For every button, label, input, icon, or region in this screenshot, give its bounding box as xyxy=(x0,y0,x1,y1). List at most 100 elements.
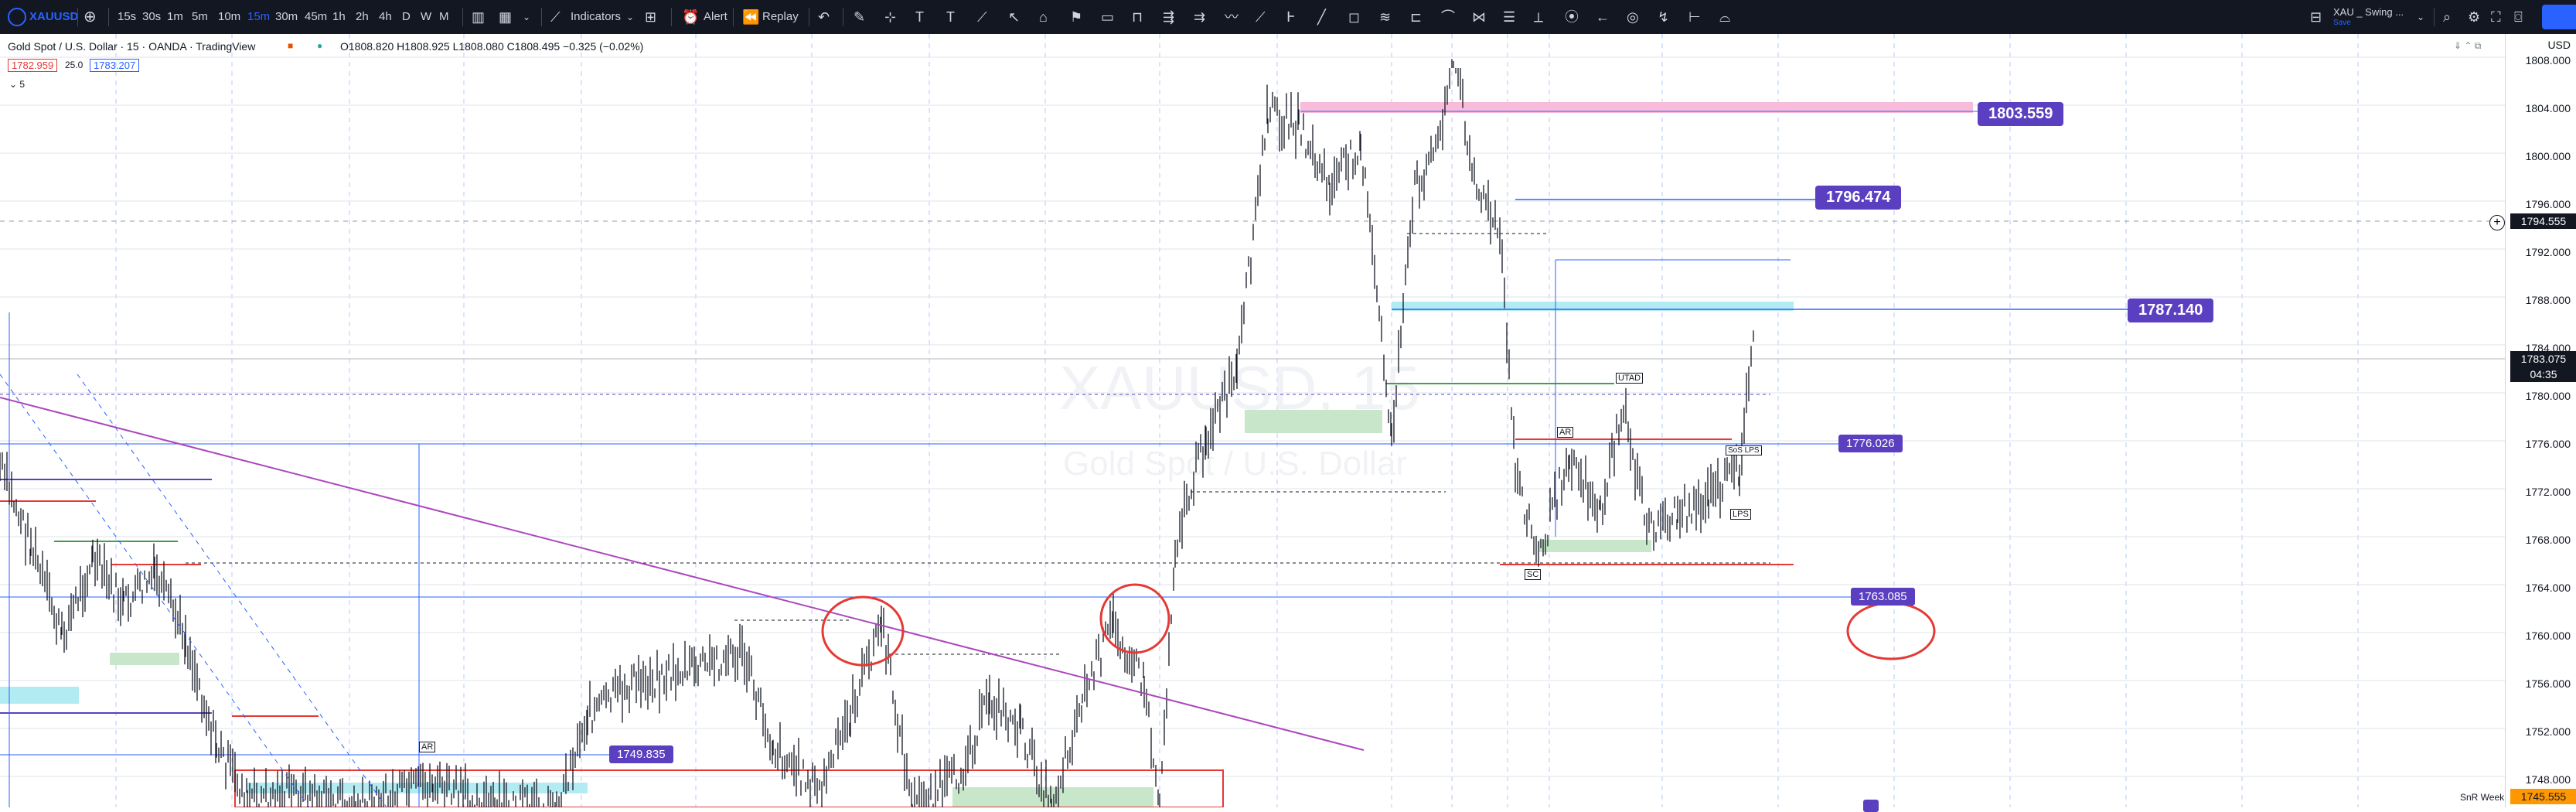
drawing-tool-cross-icon[interactable]: ⊹ xyxy=(884,9,897,25)
ohlc-values: O1808.820 H1808.925 L1808.080 C1808.495 … xyxy=(340,40,644,53)
level-badge-1803[interactable]: 1803.559 xyxy=(1978,102,2064,126)
alarm-clock-icon: ⏰ xyxy=(682,9,700,25)
interval-2h[interactable]: 2h xyxy=(356,10,369,23)
bar-style-dropdown-icon[interactable]: ▦ xyxy=(499,9,513,25)
drawing-tool-fork-icon[interactable]: ⋈ xyxy=(1472,9,1486,25)
drawing-tool-text-icon[interactable]: T xyxy=(915,9,924,25)
alert-button[interactable]: Alert xyxy=(704,10,727,23)
currency-label[interactable]: USD xyxy=(2547,39,2571,51)
price-tick: 1796.000 xyxy=(2525,198,2571,210)
undo-icon[interactable]: ↶ xyxy=(818,9,830,25)
chart-pane[interactable]: XAUUSD, 15 Gold Spot / U.S. Dollar Gold … xyxy=(0,34,2505,812)
red-circle-marker xyxy=(1099,583,1170,654)
interval-15s[interactable]: 15s xyxy=(118,10,137,23)
bottom-price-tag: 1745.555 xyxy=(2510,789,2576,804)
ask-price-button[interactable]: 1783.207 xyxy=(90,59,140,72)
level-badge-1776[interactable]: 1776.026 xyxy=(1838,435,1903,452)
drawing-tool-circle-icon[interactable]: ⦿ xyxy=(1565,9,1579,25)
level-badge-1749[interactable]: 1749.835 xyxy=(609,745,673,763)
level-badge-1796[interactable]: 1796.474 xyxy=(1815,186,1902,210)
price-tick: 1748.000 xyxy=(2525,773,2571,786)
chevron-down-icon[interactable]: ⌄ xyxy=(2417,12,2425,22)
drawing-tool-flag-icon[interactable]: ⚑ xyxy=(1070,9,1083,25)
interval-30s[interactable]: 30s xyxy=(142,10,162,23)
drawing-tool-measure-icon[interactable]: ⟂ xyxy=(1534,9,1544,25)
chevron-down-icon[interactable]: ⌄ xyxy=(626,12,635,22)
sos-label: SoS LPS xyxy=(1726,445,1762,455)
drawing-tool-ray-icon[interactable]: ⟋ xyxy=(1256,9,1266,25)
drawing-tool-gann-icon[interactable]: Ͱ xyxy=(1286,9,1296,25)
symbol-search-button[interactable]: XAUUSD xyxy=(29,10,79,23)
drawing-tool-pattern-icon[interactable]: ≋ xyxy=(1379,9,1392,25)
drawing-tool-price-label-icon[interactable]: ⌂ xyxy=(1039,9,1048,25)
drawing-tool-lock-icon[interactable]: ⊢ xyxy=(1688,9,1701,25)
interval-5m[interactable]: 5m xyxy=(192,10,208,23)
layout-name-button[interactable]: XAU _ Swing ... xyxy=(2333,6,2404,18)
publish-button[interactable] xyxy=(2542,5,2576,29)
layout-icon[interactable]: ⊟ xyxy=(2310,9,2322,25)
drawing-tool-brush-alt-icon[interactable]: ⌓ xyxy=(1719,9,1731,25)
interval-1h[interactable]: 1h xyxy=(332,10,346,23)
drawing-tool-rectangle-icon[interactable]: ◻ xyxy=(1348,9,1360,25)
drawing-tool-arrow-icon[interactable]: ↖ xyxy=(1008,9,1021,25)
layout-save-label[interactable]: Save xyxy=(2333,19,2351,27)
price-tick: 1776.000 xyxy=(2525,438,2571,450)
drawing-tool-fib-icon[interactable]: ⇉ xyxy=(1194,9,1206,25)
level-badge-1763[interactable]: 1763.085 xyxy=(1851,588,1915,606)
replay-button[interactable]: Replay xyxy=(762,10,799,23)
status-dot-icon: ● xyxy=(317,40,323,51)
interval-1m[interactable]: 1m xyxy=(167,10,183,23)
bar-style-icon[interactable]: ▥ xyxy=(472,9,486,25)
drawing-tool-brush-icon[interactable]: ✎ xyxy=(854,9,866,25)
drawing-tool-channel-icon[interactable]: ⇶ xyxy=(1163,9,1175,25)
chart-canvas[interactable]: XAUUSD, 15 Gold Spot / U.S. Dollar xyxy=(0,34,2505,807)
indicator-count-button[interactable]: ⌄ 5 xyxy=(9,79,26,90)
price-tick: 1760.000 xyxy=(2525,629,2571,642)
toolbar-divider xyxy=(77,8,78,26)
interval-45m[interactable]: 45m xyxy=(305,10,328,23)
camera-icon[interactable]: ⌼ xyxy=(2514,9,2523,25)
drawing-tool-magnet-icon[interactable]: ↯ xyxy=(1658,9,1670,25)
bid-price-button[interactable]: 1782.959 xyxy=(8,59,58,72)
compare-plus-icon[interactable]: ⊕ xyxy=(83,9,97,26)
price-tick: 1752.000 xyxy=(2525,725,2571,738)
symbol-title[interactable]: Gold Spot / U.S. Dollar · 15 · OANDA · T… xyxy=(8,40,256,53)
drawing-tool-callout-icon[interactable]: ▭ xyxy=(1101,9,1115,25)
drawing-tool-ruler-icon[interactable]: ⊓ xyxy=(1132,9,1143,25)
price-axis[interactable]: USD 1808.000 1804.000 1800.000 1796.000 1792… xyxy=(2505,34,2576,807)
last-price-tag: 1783.075 xyxy=(2510,351,2576,367)
drawing-tool-line-icon[interactable]: ╱ xyxy=(1317,9,1326,25)
drawing-tool-projection-icon[interactable]: ⊏ xyxy=(1410,9,1423,25)
interval-M[interactable]: M xyxy=(439,10,449,23)
crosshair-add-icon[interactable]: + xyxy=(2489,215,2505,230)
interval-30m[interactable]: 30m xyxy=(275,10,298,23)
templates-icon[interactable]: ⊞ xyxy=(645,9,657,25)
countdown-tag: 04:35 xyxy=(2510,367,2576,382)
price-tick: 1780.000 xyxy=(2525,390,2571,402)
fullscreen-icon[interactable]: ⛶ xyxy=(2491,9,2501,25)
support-zone-green xyxy=(110,653,179,665)
toolbar-divider xyxy=(108,8,109,26)
drawing-tool-arrow-left-icon[interactable]: ← xyxy=(1596,9,1610,25)
market-status-icon: ■ xyxy=(288,40,294,51)
pane-controls-icon[interactable]: ⇓ ⌃ ⧉ xyxy=(2454,40,2482,51)
drawing-tool-target-icon[interactable]: ◎ xyxy=(1627,9,1639,25)
drawing-tool-wave-icon[interactable]: 〰 xyxy=(1225,9,1239,25)
interval-15m[interactable]: 15m xyxy=(247,10,271,23)
bottom-zone xyxy=(247,783,588,793)
interval-W[interactable]: W xyxy=(421,10,432,23)
interval-4h[interactable]: 4h xyxy=(379,10,392,23)
indicators-button[interactable]: Indicators xyxy=(571,10,622,23)
drawing-tool-trendline-icon[interactable]: ⟋ xyxy=(977,9,987,25)
level-badge-1787[interactable]: 1787.140 xyxy=(2128,299,2214,322)
ar-label-left: AR xyxy=(419,742,436,752)
search-icon[interactable]: ⌕ xyxy=(2443,9,2452,25)
sc-label: SC xyxy=(1525,569,1542,580)
gear-icon[interactable]: ⚙ xyxy=(2468,9,2481,25)
drawing-tool-list-icon[interactable]: ☰ xyxy=(1503,9,1516,25)
drawing-tool-text-note-icon[interactable]: T xyxy=(946,9,955,25)
interval-D[interactable]: D xyxy=(402,10,411,23)
drawing-tool-curve-icon[interactable]: ⌒ xyxy=(1441,9,1455,25)
interval-10m[interactable]: 10m xyxy=(218,10,241,23)
chevron-down-icon[interactable]: ⌄ xyxy=(523,12,531,22)
